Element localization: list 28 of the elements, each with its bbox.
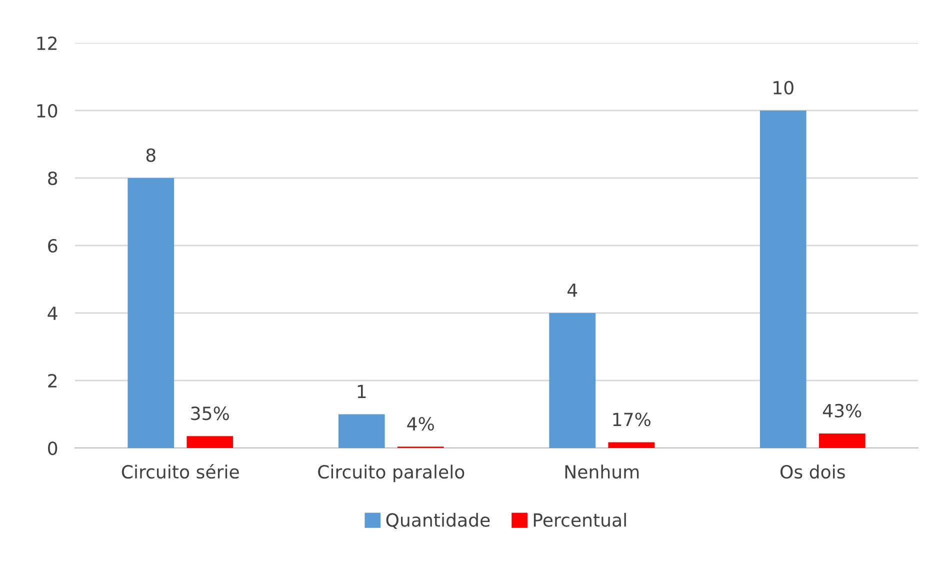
data-label: 4% bbox=[407, 416, 434, 431]
bar bbox=[128, 178, 174, 448]
data-label: 43% bbox=[822, 404, 862, 418]
x-tick-label: Circuito série bbox=[122, 464, 239, 479]
y-tick-label: 4 bbox=[48, 306, 58, 320]
y-tick-label: 6 bbox=[48, 238, 58, 253]
y-tick-label: 2 bbox=[48, 374, 57, 388]
data-label: 8 bbox=[146, 148, 156, 162]
y-tick-label: 12 bbox=[37, 36, 57, 50]
y-tick-label: 0 bbox=[48, 441, 58, 456]
bar bbox=[608, 442, 655, 448]
x-tick-label: Nenhum bbox=[565, 464, 639, 479]
bar bbox=[818, 433, 866, 448]
x-tick-label: Os dois bbox=[780, 464, 845, 479]
y-tick-label: 10 bbox=[37, 104, 58, 118]
data-label: 35% bbox=[191, 406, 229, 420]
legend-label: Percentual bbox=[534, 512, 626, 527]
y-tick-label: 8 bbox=[48, 171, 58, 186]
bar bbox=[186, 436, 234, 448]
legend-label: Quantidade bbox=[386, 512, 490, 529]
bar bbox=[549, 313, 596, 448]
data-label: 4 bbox=[568, 284, 578, 297]
data-label: 17% bbox=[613, 412, 650, 426]
data-label: 10 bbox=[774, 80, 794, 94]
data-label: 1 bbox=[358, 384, 366, 398]
bar bbox=[760, 110, 806, 448]
bar bbox=[338, 414, 385, 448]
x-tick-label: Circuito paralelo bbox=[318, 464, 464, 482]
